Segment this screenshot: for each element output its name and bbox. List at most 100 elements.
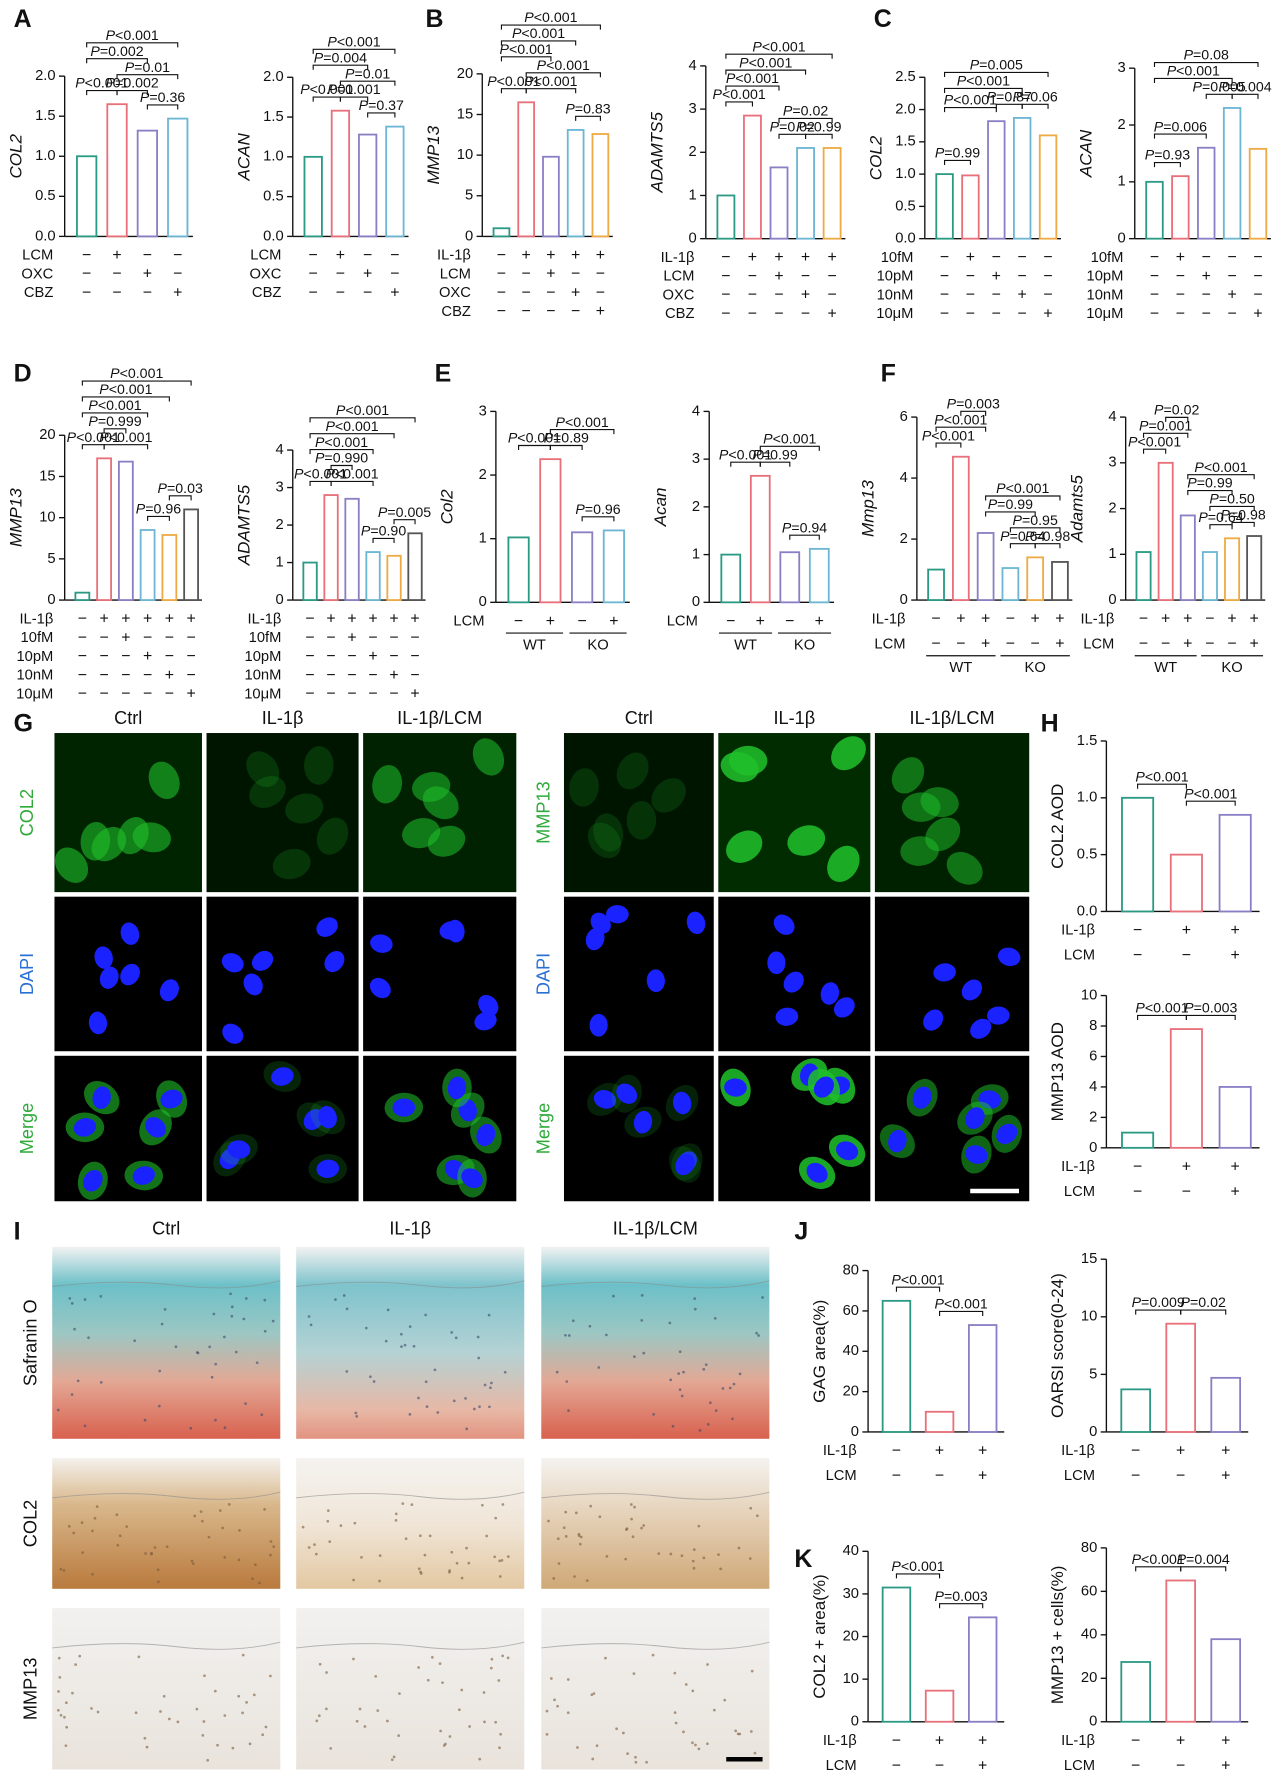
condition-sign: −	[935, 1757, 944, 1774]
condition-sign: −	[1018, 268, 1027, 285]
significance-bracket	[116, 74, 179, 80]
condition-sign: +	[173, 284, 182, 301]
p-symbol: P	[327, 34, 337, 50]
chondrocyte	[693, 1307, 697, 1311]
chondrocyte	[500, 1558, 504, 1562]
y-tick-label: 2	[1089, 1109, 1097, 1125]
chondrocyte	[501, 1654, 504, 1658]
chondrocyte	[245, 1700, 248, 1704]
p-value-label: P=0.01	[345, 66, 390, 82]
bar	[1169, 1028, 1203, 1149]
condition-sign: −	[522, 284, 531, 301]
p-value-label: P=0.99	[988, 497, 1033, 513]
chondrocyte	[721, 1387, 725, 1390]
chondrocyte	[712, 1708, 716, 1712]
p-value: <0.001	[109, 430, 153, 446]
chondrocyte	[706, 1742, 709, 1746]
chondrocyte	[579, 1535, 583, 1539]
condition-sign: −	[721, 305, 730, 322]
p-value-label: P=0.98	[1220, 507, 1265, 523]
p-value: =0.95	[1022, 513, 1058, 529]
condition-name: CBZ	[665, 306, 694, 322]
p-value: =0.99	[997, 497, 1033, 513]
condition-sign: +	[143, 611, 152, 628]
chondrocyte	[157, 1404, 161, 1408]
p-value-label: P=0.01	[125, 60, 170, 76]
p-value: =0.01	[354, 66, 390, 82]
chondrocyte	[260, 1413, 264, 1417]
significance-bracket	[935, 426, 987, 432]
bar	[542, 155, 560, 238]
p-value-label: P=0.99	[752, 447, 797, 463]
y-axis-label: MMP13 AOD	[1048, 1022, 1067, 1121]
chondrocyte	[750, 1669, 754, 1673]
p-value: =0.99	[944, 145, 980, 161]
chondrocyte	[403, 1343, 407, 1347]
condition-name: 10pM	[1087, 269, 1124, 285]
condition-sign: −	[571, 303, 580, 320]
cartilage-surface	[52, 1280, 281, 1289]
cell-nucleus	[775, 1007, 799, 1026]
bar	[1135, 551, 1152, 601]
chondrocyte	[669, 1378, 673, 1382]
chondrocyte	[719, 1567, 722, 1571]
y-tick-label: 20	[457, 66, 473, 82]
chondrocyte	[203, 1674, 206, 1678]
chondrocyte	[723, 1698, 727, 1702]
p-symbol: P	[1135, 769, 1145, 785]
bar	[1038, 134, 1058, 240]
p-value: =0.36	[149, 90, 185, 106]
p-symbol: P	[1154, 119, 1164, 135]
condition-sign: −	[966, 305, 975, 322]
p-value-label: P<0.001	[719, 447, 772, 463]
p-value-label: P<0.001	[1184, 786, 1237, 802]
p-value-label: P=0.003	[1184, 1000, 1237, 1016]
chondrocyte	[738, 1732, 742, 1736]
cell-nucleus	[965, 1107, 985, 1130]
y-tick-label: 0	[1089, 1140, 1097, 1156]
cell-cytoplasm	[569, 768, 599, 807]
condition-sign: −	[1227, 268, 1236, 285]
chondrocyte	[444, 1742, 447, 1746]
p-value-label: P<0.001	[1128, 434, 1181, 450]
chondrocyte	[550, 1677, 553, 1680]
chondrocyte	[592, 1692, 596, 1695]
cartilage-surface	[296, 1280, 525, 1289]
bar	[385, 125, 405, 238]
cell-nucleus	[88, 1011, 108, 1035]
chondrocyte	[468, 1725, 471, 1728]
condition-sign: −	[1176, 1757, 1185, 1774]
chondrocyte	[547, 1519, 550, 1523]
significance-bracket	[759, 461, 791, 467]
chondrocyte	[202, 1720, 206, 1723]
chondrocyte	[301, 1525, 305, 1529]
y-tick-label: 40	[1081, 1627, 1097, 1643]
y-axis-label: OARSI score(0-24)	[1048, 1273, 1067, 1418]
condition-name: LCM	[826, 1758, 857, 1774]
p-value-label: P=0.06	[1012, 89, 1057, 105]
chondrocyte	[564, 1333, 567, 1337]
chondrocyte	[242, 1317, 246, 1321]
chondrocyte	[482, 1691, 486, 1694]
significance-bracket	[725, 85, 780, 91]
significance-bracket	[146, 104, 179, 110]
chondrocyte	[555, 1370, 559, 1374]
p-symbol: P	[1139, 418, 1149, 434]
significance-bracket	[1209, 505, 1255, 512]
bar	[967, 1324, 998, 1433]
chondrocyte	[426, 1678, 430, 1682]
p-value: <0.001	[1204, 460, 1248, 476]
condition-name: 10pM	[877, 269, 914, 285]
p-value-label: P=0.95	[1013, 513, 1058, 529]
p-symbol: P	[1184, 1000, 1194, 1016]
p-value: =0.005	[387, 505, 431, 521]
p-symbol: P	[575, 502, 585, 518]
chondrocyte	[70, 1301, 74, 1305]
chondrocyte	[56, 1408, 60, 1412]
bar	[1165, 1322, 1197, 1433]
condition-name: 10μM	[876, 306, 913, 322]
condition-sign: −	[748, 305, 757, 322]
p-value-label: P=0.90	[361, 523, 406, 539]
micrograph	[563, 733, 714, 893]
bar	[1121, 1131, 1155, 1149]
